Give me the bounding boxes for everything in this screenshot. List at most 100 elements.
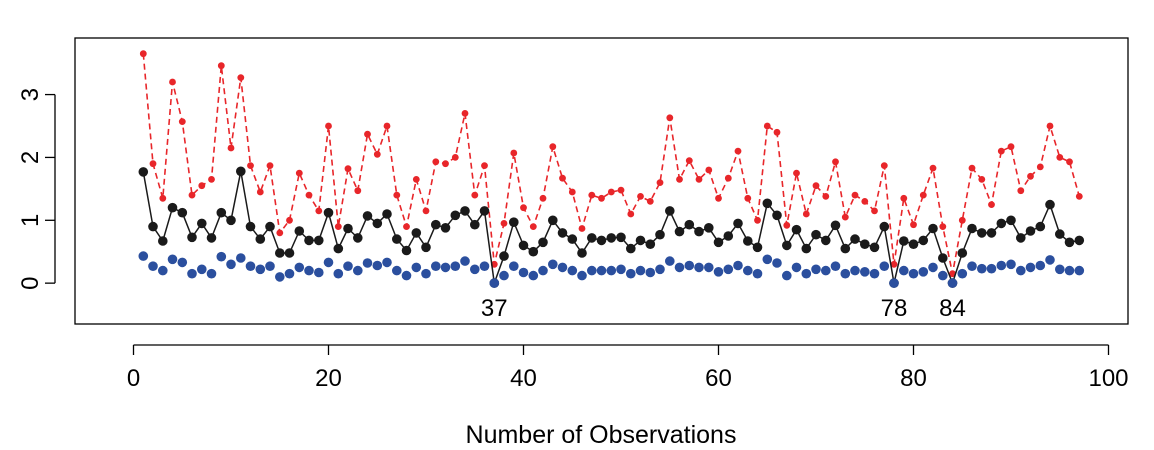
point-upper <box>1046 122 1054 130</box>
point-upper <box>159 194 167 202</box>
point-upper <box>217 62 225 70</box>
point-upper <box>237 74 245 81</box>
point-upper <box>1027 172 1034 180</box>
point-estimate <box>684 219 695 230</box>
point-lower <box>265 261 275 272</box>
point-estimate <box>304 235 314 246</box>
point-lower <box>470 264 480 275</box>
point-upper <box>403 223 410 231</box>
point-upper <box>510 149 518 157</box>
point-lower <box>489 278 500 288</box>
point-upper <box>256 188 264 196</box>
point-upper <box>471 191 479 199</box>
point-lower <box>869 268 880 279</box>
point-estimate <box>957 248 968 258</box>
series-layer <box>138 50 1085 288</box>
point-upper <box>559 174 566 182</box>
point-estimate <box>392 234 402 244</box>
point-lower <box>440 262 451 273</box>
point-estimate <box>421 242 431 253</box>
point-estimate <box>216 207 227 218</box>
point-upper <box>949 270 956 278</box>
point-estimate <box>723 231 734 241</box>
point-estimate <box>460 206 470 216</box>
point-upper <box>432 158 440 166</box>
point-lower <box>431 261 441 272</box>
point-estimate <box>177 207 188 218</box>
point-estimate <box>587 233 597 243</box>
point-upper <box>715 194 722 202</box>
x-axis-title: Number of Observations <box>466 421 737 449</box>
point-estimate <box>1074 235 1085 246</box>
x-tick-label: 60 <box>705 365 732 392</box>
point-lower <box>333 268 344 279</box>
point-estimate <box>440 223 451 233</box>
point-upper <box>695 176 703 183</box>
point-upper <box>1075 193 1083 200</box>
point-upper <box>1056 154 1064 161</box>
point-estimate <box>626 243 636 254</box>
plot-frame <box>74 37 1129 325</box>
point-lower <box>996 260 1007 271</box>
point-estimate <box>596 235 607 246</box>
point-lower <box>957 268 968 279</box>
point-estimate <box>801 243 812 254</box>
point-estimate <box>752 242 763 253</box>
point-lower <box>704 262 714 273</box>
point-lower <box>1025 262 1036 273</box>
point-lower <box>967 261 977 272</box>
point-lower <box>811 264 821 275</box>
point-upper <box>724 174 732 182</box>
point-lower <box>1006 259 1016 270</box>
point-estimate <box>645 239 656 249</box>
point-estimate <box>557 228 568 238</box>
point-upper <box>1017 187 1025 195</box>
point-estimate <box>967 223 977 234</box>
point-upper <box>286 216 293 224</box>
point-upper <box>295 169 303 177</box>
point-estimate <box>850 234 860 244</box>
point-estimate <box>782 240 792 251</box>
point-upper <box>910 221 917 229</box>
point-upper <box>841 213 849 221</box>
point-estimate <box>674 226 685 237</box>
point-estimate <box>869 242 880 253</box>
point-upper <box>988 201 995 209</box>
point-lower <box>187 268 197 279</box>
point-upper <box>549 143 557 151</box>
point-estimate <box>665 206 675 216</box>
point-estimate <box>1064 237 1075 248</box>
point-lower <box>626 268 636 279</box>
point-estimate <box>1045 199 1055 210</box>
point-estimate <box>538 237 548 248</box>
point-lower <box>401 270 412 281</box>
point-lower <box>275 272 285 282</box>
point-upper <box>607 188 615 196</box>
point-estimate <box>1035 221 1046 232</box>
point-upper <box>520 204 527 212</box>
point-upper <box>198 182 206 190</box>
point-lower <box>206 268 217 279</box>
point-estimate <box>167 202 178 213</box>
point-estimate <box>606 233 617 243</box>
point-upper <box>754 216 761 224</box>
point-estimate <box>499 251 509 261</box>
point-estimate <box>187 232 197 243</box>
point-upper <box>705 166 713 174</box>
point-estimate <box>791 224 802 235</box>
point-estimate <box>509 217 519 227</box>
point-estimate <box>138 167 149 177</box>
point-upper <box>422 207 430 215</box>
point-estimate <box>733 218 743 229</box>
point-lower <box>158 265 168 276</box>
point-estimate <box>977 228 987 238</box>
point-estimate <box>518 240 529 251</box>
point-lower <box>1045 255 1055 265</box>
point-upper <box>939 223 947 231</box>
point-estimate <box>255 234 266 244</box>
point-lower <box>236 253 246 263</box>
point-upper <box>588 191 596 199</box>
point-upper <box>500 220 508 227</box>
point-estimate <box>918 235 929 246</box>
point-lower <box>411 262 422 273</box>
